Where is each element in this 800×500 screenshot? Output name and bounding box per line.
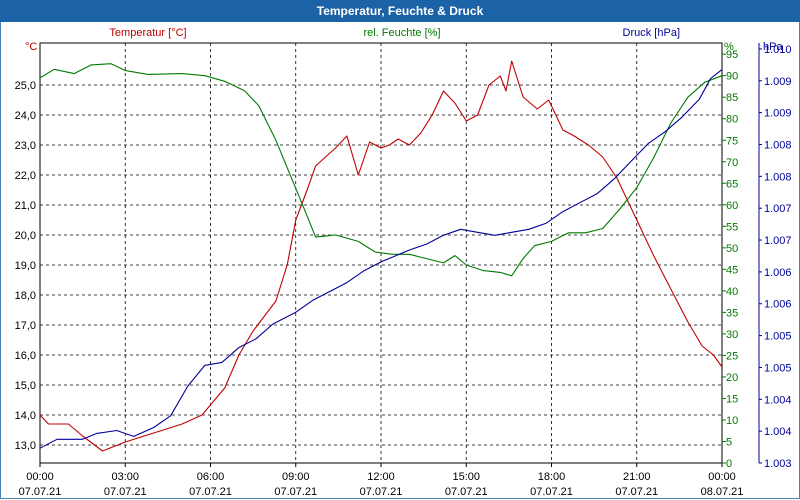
pressure-line bbox=[39, 69, 723, 449]
humidity-tick-label: 80 bbox=[726, 114, 738, 126]
pressure-tick-label: 1.007 bbox=[764, 235, 792, 247]
humidity-tick-label: 25 bbox=[726, 350, 738, 362]
humidity-tick-label: 20 bbox=[726, 372, 738, 384]
pressure-tick-label: 1.008 bbox=[764, 139, 792, 151]
pressure-tick-label: 1.004 bbox=[764, 426, 792, 438]
pressure-tick-label: 1.003 bbox=[764, 458, 792, 470]
humidity-tick-label: 90 bbox=[726, 71, 738, 83]
pressure-unit-label: hPa bbox=[763, 41, 783, 53]
temperature-tick-label: 14,0 bbox=[15, 410, 36, 422]
x-tick-date: 07.07.21 bbox=[19, 486, 62, 498]
pressure-tick-label: 1.009 bbox=[764, 76, 792, 88]
humidity-tick-label: 75 bbox=[726, 135, 738, 147]
pressure-series-label: Druck [hPa] bbox=[623, 27, 680, 39]
x-tick-date: 07.07.21 bbox=[530, 486, 573, 498]
x-tick-date: 07.07.21 bbox=[274, 486, 317, 498]
temperature-tick-label: 19,0 bbox=[15, 260, 36, 272]
humidity-tick-label: 40 bbox=[726, 286, 738, 298]
humidity-tick-label: 60 bbox=[726, 200, 738, 212]
pressure-tick-label: 1.005 bbox=[764, 362, 792, 374]
humidity-tick-label: 65 bbox=[726, 178, 738, 190]
humidity-tick-label: 85 bbox=[726, 92, 738, 104]
humidity-tick-label: 45 bbox=[726, 264, 738, 276]
pressure-tick-label: 1.008 bbox=[764, 171, 792, 183]
x-tick-date: 07.07.21 bbox=[189, 486, 232, 498]
x-tick-date: 07.07.21 bbox=[445, 486, 488, 498]
temperature-tick-label: 17,0 bbox=[15, 320, 36, 332]
pressure-tick-label: 1.010 bbox=[764, 44, 792, 56]
temperature-tick-label: 24,0 bbox=[15, 110, 36, 122]
humidity-series-label: rel. Feuchte [%] bbox=[363, 27, 440, 39]
humidity-tick-label: 50 bbox=[726, 243, 738, 255]
temperature-tick-label: 21,0 bbox=[15, 200, 36, 212]
temperature-tick-label: 22,0 bbox=[15, 170, 36, 182]
humidity-tick-label: 5 bbox=[726, 436, 732, 448]
temperature-tick-label: 18,0 bbox=[15, 290, 36, 302]
humidity-tick-label: 15 bbox=[726, 393, 738, 405]
x-tick-time: 00:00 bbox=[26, 471, 54, 483]
x-tick-date: 08.07.21 bbox=[701, 486, 744, 498]
chart-title: Temperatur, Feuchte & Druck bbox=[0, 0, 800, 22]
pressure-tick-label: 1.006 bbox=[764, 267, 792, 279]
temperature-tick-label: 16,0 bbox=[15, 350, 36, 362]
x-tick-time: 06:00 bbox=[197, 471, 225, 483]
temperature-tick-label: 23,0 bbox=[15, 140, 36, 152]
temperature-tick-label: 20,0 bbox=[15, 230, 36, 242]
temperature-tick-label: 13,0 bbox=[15, 440, 36, 452]
humidity-tick-label: 95 bbox=[726, 49, 738, 61]
x-tick-time: 18:00 bbox=[538, 471, 566, 483]
temperature-series-label: Temperatur [°C] bbox=[109, 27, 186, 39]
temperature-unit-label: °C bbox=[25, 41, 37, 53]
x-tick-time: 09:00 bbox=[282, 471, 310, 483]
humidity-tick-label: 70 bbox=[726, 157, 738, 169]
humidity-tick-label: 0 bbox=[726, 458, 732, 470]
humidity-unit-label: % bbox=[724, 41, 734, 53]
x-tick-time: 00:00 bbox=[708, 471, 736, 483]
pressure-tick-label: 1.007 bbox=[764, 203, 792, 215]
humidity-line bbox=[39, 63, 723, 277]
temperature-tick-label: 25,0 bbox=[15, 80, 36, 92]
x-tick-date: 07.07.21 bbox=[104, 486, 147, 498]
x-tick-time: 03:00 bbox=[111, 471, 139, 483]
pressure-tick-label: 1.009 bbox=[764, 108, 792, 120]
humidity-tick-label: 10 bbox=[726, 415, 738, 427]
x-tick-date: 07.07.21 bbox=[615, 486, 658, 498]
temperature-line bbox=[39, 60, 723, 452]
humidity-tick-label: 35 bbox=[726, 307, 738, 319]
pressure-tick-label: 1.005 bbox=[764, 331, 792, 343]
temperature-tick-label: 15,0 bbox=[15, 380, 36, 392]
pressure-tick-label: 1.004 bbox=[764, 394, 792, 406]
x-tick-time: 21:00 bbox=[623, 471, 651, 483]
x-tick-time: 12:00 bbox=[367, 471, 395, 483]
humidity-tick-label: 30 bbox=[726, 329, 738, 341]
x-tick-time: 15:00 bbox=[452, 471, 480, 483]
pressure-tick-label: 1.006 bbox=[764, 299, 792, 311]
humidity-tick-label: 55 bbox=[726, 221, 738, 233]
x-tick-date: 07.07.21 bbox=[360, 486, 403, 498]
